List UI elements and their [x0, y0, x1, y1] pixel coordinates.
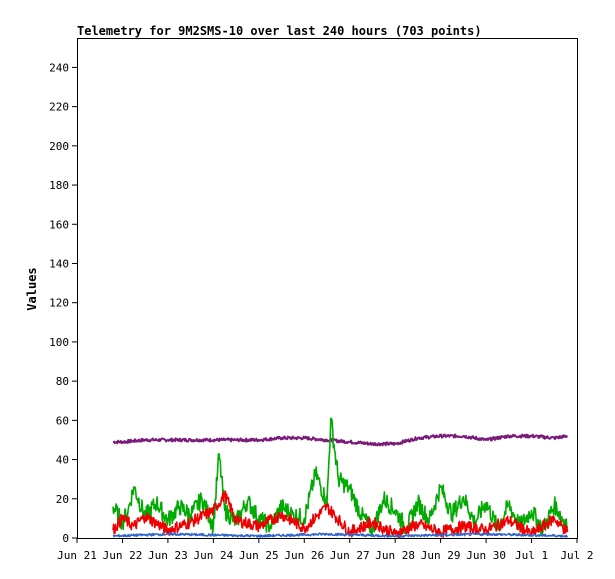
- y-tick-label: 220: [49, 101, 69, 114]
- x-tick-label: Jun 29: [421, 549, 461, 562]
- x-tick-label: Jun 28: [375, 549, 415, 562]
- x-tick-label: Jul 1: [515, 549, 548, 562]
- y-tick-label: 180: [49, 179, 69, 192]
- x-tick-label: Jun 23: [148, 549, 188, 562]
- y-tick-label: 200: [49, 140, 69, 153]
- x-tick-label: Jun 30: [466, 549, 506, 562]
- y-tick-label: 140: [49, 257, 69, 270]
- chart-title: Telemetry for 9M2SMS-10 over last 240 ho…: [77, 24, 482, 38]
- series-line-3: [112, 532, 569, 538]
- y-tick-label: 100: [49, 336, 69, 349]
- y-tick-label: 80: [56, 375, 69, 388]
- x-tick-label: Jun 24: [193, 549, 233, 562]
- series-layer: [112, 417, 569, 539]
- y-axis-label: Values: [25, 267, 39, 310]
- x-tick-label: Jun 27: [330, 549, 370, 562]
- y-tick-label: 240: [49, 61, 69, 74]
- y-tick-label: 40: [56, 454, 69, 467]
- series-line-0: [112, 433, 568, 447]
- y-tick-label: 60: [56, 414, 69, 427]
- x-tick-label: Jun 22: [103, 549, 143, 562]
- series-line-1: [112, 417, 569, 538]
- y-tick-label: 120: [49, 297, 69, 310]
- x-tick-label: Jun 25: [239, 549, 279, 562]
- series-line-2: [112, 490, 569, 539]
- y-tick-label: 0: [62, 532, 69, 545]
- axes-layer: 0 20 40 60 80 100 120 140 160 180 200 220 240 Jun 21 J…: [49, 61, 593, 562]
- plot-area-frame: [77, 38, 578, 539]
- y-tick-label: 160: [49, 218, 69, 231]
- x-tick-label: Jun 21: [57, 549, 97, 562]
- x-tick-label: Jun 26: [284, 549, 324, 562]
- y-tick-label: 20: [56, 493, 69, 506]
- x-tick-label: Jul 2: [560, 549, 593, 562]
